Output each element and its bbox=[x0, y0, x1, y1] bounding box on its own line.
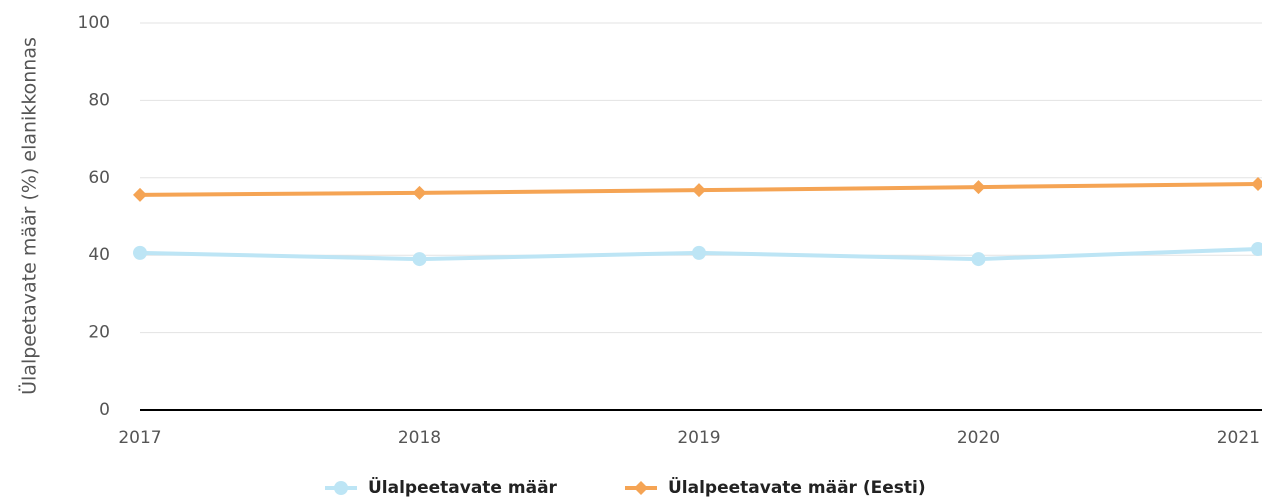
y-axis-label: Ülalpeetavate määr (%) elanikkonnas bbox=[18, 37, 41, 395]
point bbox=[412, 185, 427, 200]
legend-marker bbox=[634, 481, 648, 495]
x-tick-label: 2017 bbox=[118, 428, 161, 448]
y-tick-label: 40 bbox=[88, 245, 110, 265]
legend-label: Ülalpeetavate määr bbox=[368, 476, 558, 498]
legend-marker bbox=[334, 481, 348, 495]
x-tick-label: 2020 bbox=[957, 428, 1000, 448]
y-tick-label: 0 bbox=[99, 400, 110, 420]
x-tick-label: 2018 bbox=[398, 428, 441, 448]
point bbox=[133, 245, 147, 260]
point bbox=[133, 187, 147, 202]
y-tick-label: 60 bbox=[88, 168, 110, 188]
point bbox=[692, 183, 706, 198]
x-tick-label: 2021 bbox=[1217, 428, 1260, 448]
y-tick-label: 80 bbox=[88, 90, 110, 110]
legend-label: Ülalpeetavate määr (Eesti) bbox=[668, 476, 926, 498]
point bbox=[1251, 242, 1262, 257]
point bbox=[412, 252, 427, 267]
point bbox=[1251, 176, 1262, 191]
x-tick-label: 2019 bbox=[677, 428, 720, 448]
point bbox=[692, 245, 706, 260]
point bbox=[971, 180, 986, 195]
y-tick-label: 20 bbox=[88, 323, 110, 343]
point bbox=[971, 252, 986, 267]
y-tick-label: 100 bbox=[78, 13, 110, 33]
